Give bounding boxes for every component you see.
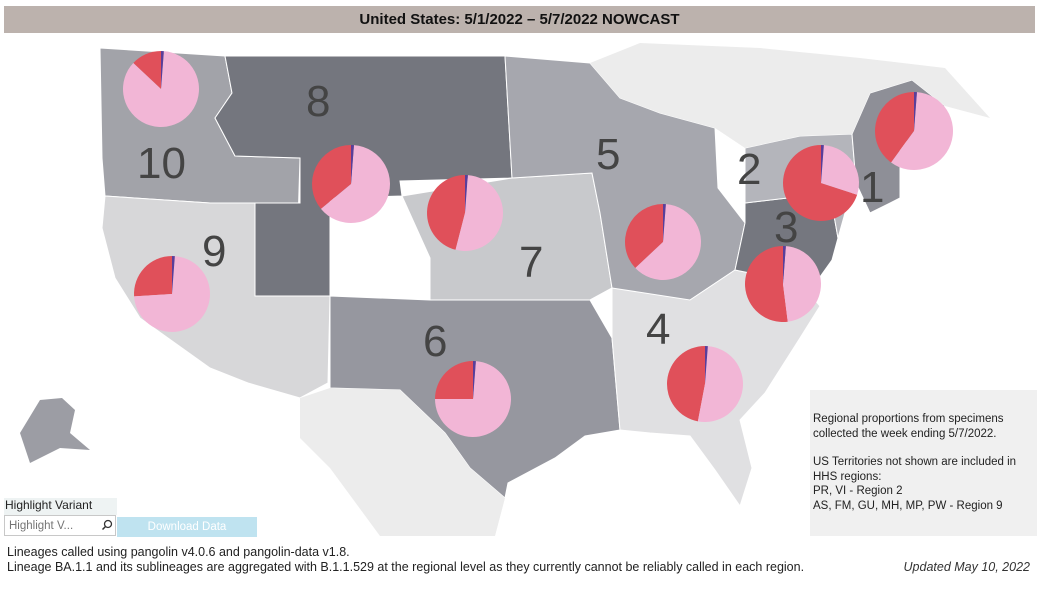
footer-line: Lineages called using pangolin v4.0.6 an…: [7, 545, 350, 559]
region-label-7: 7: [519, 238, 544, 287]
page-title: United States: 5/1/2022 – 5/7/2022 NOWCA…: [4, 6, 1035, 33]
pie-slice-purple-region-9[interactable]: [172, 256, 175, 294]
pie-slice-pink-region-9[interactable]: [134, 256, 210, 332]
highlight-variant-label: Highlight Variant: [4, 498, 117, 515]
note-line: AS, FM, GU, MH, MP, PW - Region 9: [813, 499, 1003, 512]
alaska-area[interactable]: [20, 398, 90, 463]
pie-slice-pink-region-4[interactable]: [697, 346, 744, 423]
pie-slice-pink-region-1[interactable]: [891, 92, 954, 170]
footer-notes: Lineages called using pangolin v4.0.6 an…: [7, 545, 807, 575]
us-region-map: 10 8 9 7 6 5 4 3 2 1: [0, 38, 1042, 538]
updated-date: Updated May 10, 2022: [903, 560, 1030, 574]
pie-slice-red-region-8[interactable]: [312, 145, 351, 209]
pie-slice-purple-region-7[interactable]: [465, 175, 468, 213]
region-label-6: 6: [423, 317, 448, 366]
canada-area: [590, 43, 990, 148]
pie-slice-red-region-4[interactable]: [666, 346, 705, 422]
note-line: collected the week ending 5/7/2022.: [813, 427, 997, 440]
pie-slice-red-region-3[interactable]: [745, 246, 788, 322]
pie-slice-purple-region-2[interactable]: [821, 145, 824, 183]
pie-slice-red-region-5[interactable]: [624, 203, 663, 269]
region-label-4: 4: [646, 305, 671, 354]
region-label-8: 8: [306, 77, 331, 126]
pie-slice-purple-region-5[interactable]: [663, 204, 666, 242]
region-label-9: 9: [202, 227, 227, 276]
regional-note: Regional proportions from specimens coll…: [810, 390, 1037, 536]
title-text: United States: 5/1/2022 – 5/7/2022 NOWCA…: [359, 11, 680, 28]
pie-slice-purple-region-8[interactable]: [351, 145, 354, 184]
pie-slice-purple-region-10[interactable]: [161, 51, 164, 89]
highlight-variant-input[interactable]: [4, 515, 116, 536]
note-line: PR, VI - Region 2: [813, 485, 903, 497]
pie-slice-red-region-2[interactable]: [783, 145, 858, 221]
region-9-area[interactable]: [101, 195, 331, 399]
pie-slice-pink-region-2[interactable]: [821, 145, 859, 195]
region-label-2: 2: [737, 145, 762, 194]
pie-slice-red-region-1[interactable]: [875, 92, 914, 163]
search-icon[interactable]: [101, 519, 113, 531]
pie-layer: [122, 51, 954, 437]
download-data-button[interactable]: Download Data: [117, 517, 257, 537]
pie-slice-red-region-7[interactable]: [427, 175, 465, 250]
pie-slice-pink-region-6[interactable]: [435, 361, 511, 437]
pie-slice-pink-region-10[interactable]: [122, 51, 199, 128]
note-line: Regional proportions from specimens: [813, 413, 1004, 425]
region-label-5: 5: [596, 130, 621, 179]
region-label-3: 3: [774, 203, 799, 252]
note-line: HHS regions:: [813, 470, 882, 483]
pie-slice-pink-region-5[interactable]: [635, 204, 701, 280]
pie-slice-purple-region-3[interactable]: [783, 246, 786, 284]
pie-slice-red-region-6[interactable]: [435, 361, 473, 399]
region-label-1: 1: [860, 163, 885, 212]
pie-slice-purple-region-6[interactable]: [473, 361, 476, 399]
footer-line: Lineage BA.1.1 and its sublineages are a…: [7, 560, 805, 574]
note-line: US Territories not shown are included in: [813, 456, 1017, 468]
mexico-area: [300, 388, 505, 536]
pie-slice-red-region-10[interactable]: [133, 51, 161, 89]
pie-slice-purple-region-4[interactable]: [705, 346, 708, 384]
pie-slice-purple-region-1[interactable]: [914, 92, 917, 131]
region-label-10: 10: [137, 139, 186, 188]
pie-slice-red-region-9[interactable]: [134, 256, 172, 297]
pie-slice-pink-region-3[interactable]: [783, 246, 821, 322]
pie-slice-pink-region-7[interactable]: [455, 175, 504, 251]
pie-slice-pink-region-8[interactable]: [320, 145, 390, 223]
